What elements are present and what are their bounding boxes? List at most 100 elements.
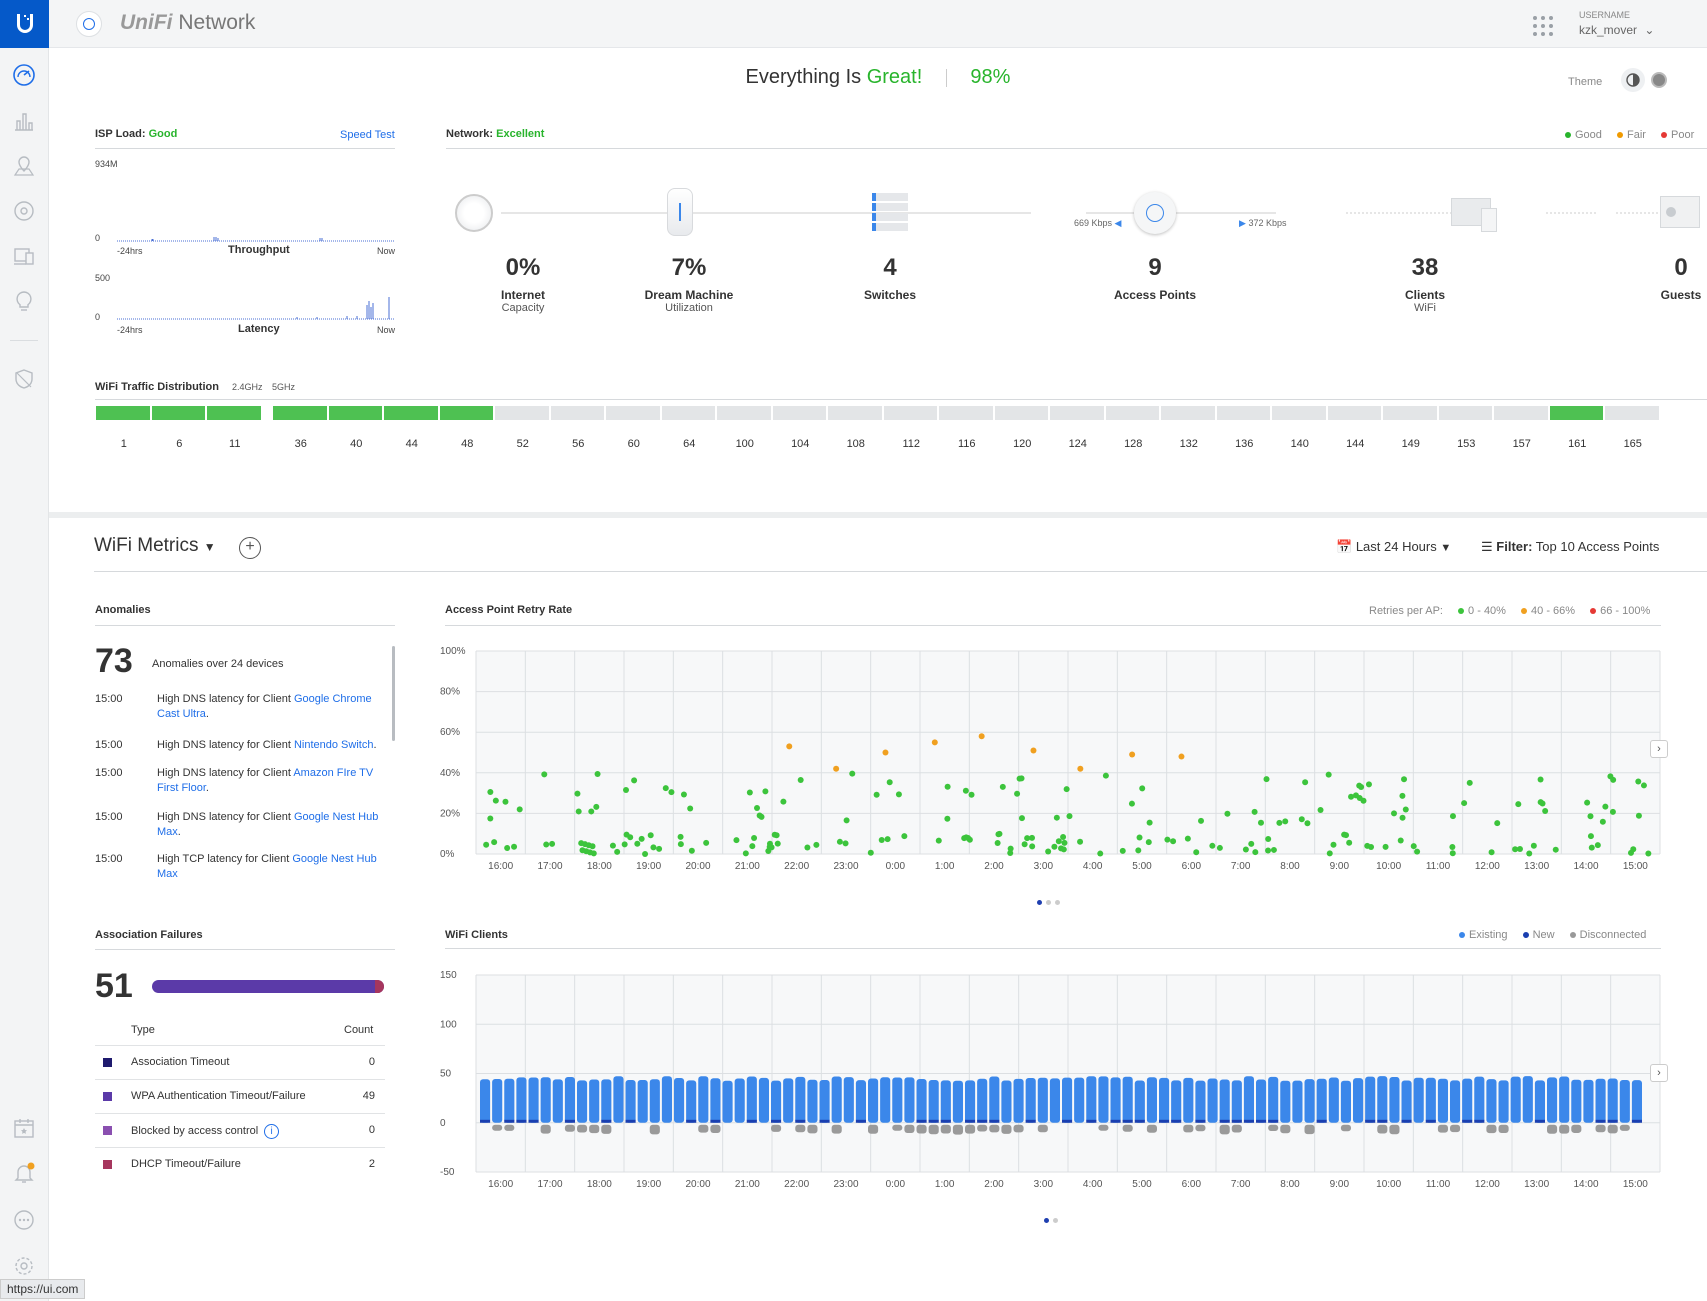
threat-shield-icon[interactable] <box>11 366 37 392</box>
devices-icon[interactable] <box>11 198 37 224</box>
events-calendar-icon[interactable] <box>11 1115 37 1141</box>
clients-bar <box>601 1079 612 1123</box>
dashboard-icon[interactable] <box>11 62 37 88</box>
retry-point <box>487 815 494 822</box>
retry-point <box>774 840 781 847</box>
channel-bar-11 <box>207 406 263 420</box>
new-clients-bar <box>940 1119 951 1123</box>
retry-point <box>1242 846 1249 853</box>
filter-button[interactable]: ☰ Filter: Top 10 Access Points <box>1481 539 1660 554</box>
username-menu[interactable]: kzk_mover ⌄ <box>1579 23 1654 37</box>
clients-bar <box>965 1080 976 1123</box>
anomaly-client-link[interactable]: Google Chrome Cast Ultra <box>157 693 372 720</box>
disconnected-bar <box>1013 1124 1024 1133</box>
retry-pagination[interactable] <box>1037 894 1064 912</box>
clients-bar <box>649 1079 660 1123</box>
time-range-dropdown[interactable]: 📅 Last 24 Hours ▼ <box>1336 539 1452 554</box>
retry-point <box>1348 793 1355 800</box>
channel-label: 100 <box>735 438 754 450</box>
speed-test-link[interactable]: Speed Test <box>340 129 395 141</box>
anomaly-client-link[interactable]: Amazon FIre TV First Floor <box>157 767 374 794</box>
settings-icon[interactable] <box>11 1253 37 1279</box>
clients-next-arrow-icon[interactable]: › <box>1650 1064 1668 1082</box>
retry-point <box>1635 812 1642 819</box>
x-tick-label: 13:00 <box>1524 1179 1549 1190</box>
latency-max: 500 <box>95 273 111 283</box>
x-tick-label: 11:00 <box>1426 1179 1451 1190</box>
clients-bar <box>722 1080 733 1123</box>
clients-bar <box>1486 1079 1497 1123</box>
retry-point <box>1053 814 1060 821</box>
retry-point <box>541 771 548 778</box>
channel-label: 56 <box>572 438 585 450</box>
retry-point <box>1198 817 1205 824</box>
chat-icon[interactable] <box>11 1207 37 1233</box>
anomaly-item: 15:00 High TCP latency for Client Google … <box>95 852 385 882</box>
alerts-bell-icon[interactable] <box>11 1160 37 1186</box>
retry-point <box>1251 808 1258 815</box>
new-clients-bar <box>819 1119 830 1123</box>
retry-point <box>1330 841 1337 848</box>
dream-machine-icon[interactable] <box>667 188 693 236</box>
x-tick-label: 4:00 <box>1083 861 1103 872</box>
insights-icon[interactable] <box>11 288 37 314</box>
retry-point <box>1193 849 1200 856</box>
info-icon[interactable]: i <box>264 1124 280 1139</box>
add-metric-icon[interactable]: + <box>239 537 261 559</box>
caret-down-icon: ▼ <box>203 540 216 554</box>
disconnected-bar <box>965 1124 976 1134</box>
retry-point-fair <box>1077 765 1084 772</box>
network-topology <box>501 212 1686 214</box>
disconnected-bar <box>989 1124 1000 1133</box>
clients-bar <box>819 1079 830 1123</box>
retry-point <box>754 805 761 812</box>
internet-globe-icon[interactable] <box>455 194 493 232</box>
clients-pagination[interactable] <box>1044 1212 1062 1230</box>
band-24-label: 2.4GHz <box>232 382 263 392</box>
retry-point <box>1045 848 1052 855</box>
theme-dark-icon[interactable] <box>1651 72 1667 88</box>
retry-point <box>1119 847 1126 854</box>
switches-icon[interactable] <box>872 193 908 231</box>
wifi-clients-devices-icon[interactable] <box>1451 198 1499 232</box>
channel-label: 6 <box>176 438 183 450</box>
anomaly-text: High DNS latency for Client Google Chrom… <box>157 693 372 720</box>
new-clients-bar <box>1316 1119 1327 1123</box>
channel-label: 153 <box>1457 438 1476 450</box>
clients-bar <box>698 1076 709 1123</box>
clients-bar <box>1013 1078 1024 1123</box>
map-icon[interactable] <box>11 153 37 179</box>
retry-point <box>1302 779 1309 786</box>
anomalies-scrollbar[interactable] <box>392 646 395 741</box>
anomaly-client-link[interactable]: Google Nest Hub Max <box>157 853 377 880</box>
retry-point <box>594 770 601 777</box>
clients-bar <box>807 1079 818 1123</box>
caret-down-icon: ▼ <box>1440 542 1452 554</box>
unifi-logo[interactable] <box>0 0 49 48</box>
y-tick-label: 20% <box>440 808 460 819</box>
disconnected-bar <box>540 1124 551 1134</box>
app-grid-icon[interactable] <box>1531 14 1555 43</box>
clients-bar <box>1268 1076 1279 1123</box>
disconnected-bar <box>1559 1124 1570 1134</box>
anomaly-client-link[interactable]: Nintendo Switch <box>293 739 374 751</box>
retry-point-fair <box>1030 747 1037 754</box>
retry-point <box>1516 845 1523 852</box>
clients-bar <box>1595 1078 1606 1123</box>
clients-icon[interactable] <box>11 243 37 269</box>
retry-point <box>749 843 756 850</box>
anomaly-client-link[interactable]: Google Nest Hub Max <box>157 811 379 838</box>
stat-dream-machine: 7% Dream Machine Utilization <box>644 254 734 314</box>
statistics-icon[interactable] <box>11 108 37 134</box>
theme-toggle-contrast-icon[interactable] <box>1621 68 1645 92</box>
clients-bar <box>637 1080 648 1123</box>
access-point-icon[interactable] <box>1134 192 1176 234</box>
y-tick-label: 80% <box>440 687 460 698</box>
channel-label: 144 <box>1346 438 1365 450</box>
guests-id-card-icon[interactable] <box>1660 196 1700 228</box>
wifi-metrics-dropdown[interactable]: WiFi Metrics ▼ <box>94 535 216 556</box>
throughput-min: 0 <box>95 233 101 243</box>
device-icon[interactable] <box>76 11 102 37</box>
clients-bar <box>1571 1079 1582 1123</box>
retry-next-arrow-icon[interactable]: › <box>1650 740 1668 758</box>
